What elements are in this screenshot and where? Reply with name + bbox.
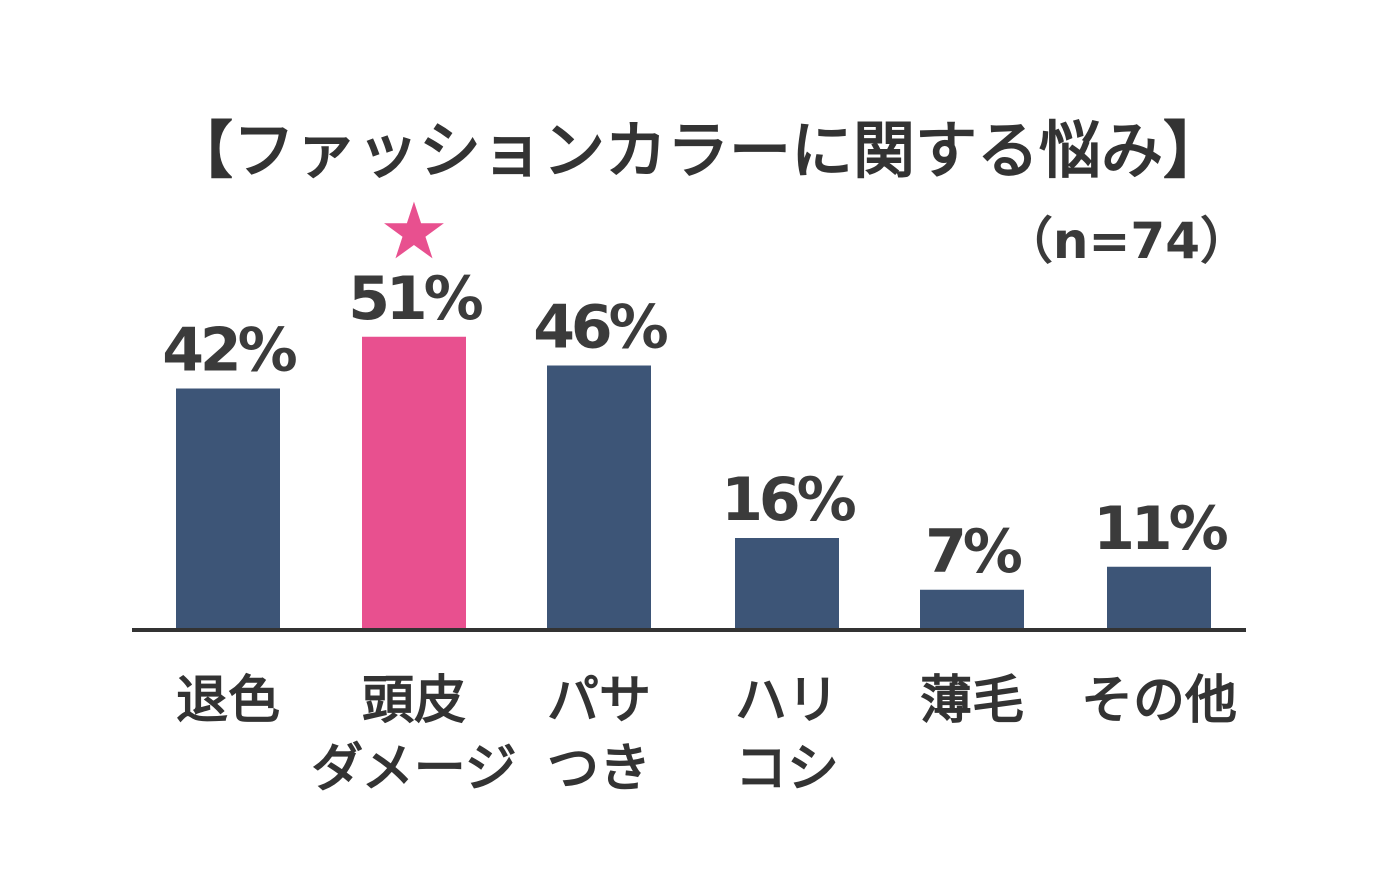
category-label: 薄毛 [920,671,1024,731]
value-label: 46% [533,293,667,363]
chart-title: 【ファッションカラーに関する悩み】 [171,114,1225,187]
chart-subtitle: （n=74） [1003,212,1250,270]
category-label: 頭皮 [362,671,466,731]
category-label: ダメージ [311,739,516,799]
bar [176,388,280,630]
bar [547,365,651,630]
category-label: コシ [735,739,839,799]
bar [735,538,839,630]
category-label: ハリ [735,671,839,731]
value-label: 11% [1093,494,1227,564]
value-label: 42% [162,316,296,386]
category-label: 退色 [176,671,280,731]
bar [920,589,1024,630]
highlight-star: ★ [379,187,449,277]
category-label: その他 [1081,671,1237,731]
category-label: つき [547,739,651,799]
bar [362,336,466,630]
value-label: 7% [925,517,1022,587]
bar [1107,566,1211,630]
value-label: 51% [348,264,482,334]
category-label: パサ [547,671,651,731]
value-label: 16% [721,465,855,535]
